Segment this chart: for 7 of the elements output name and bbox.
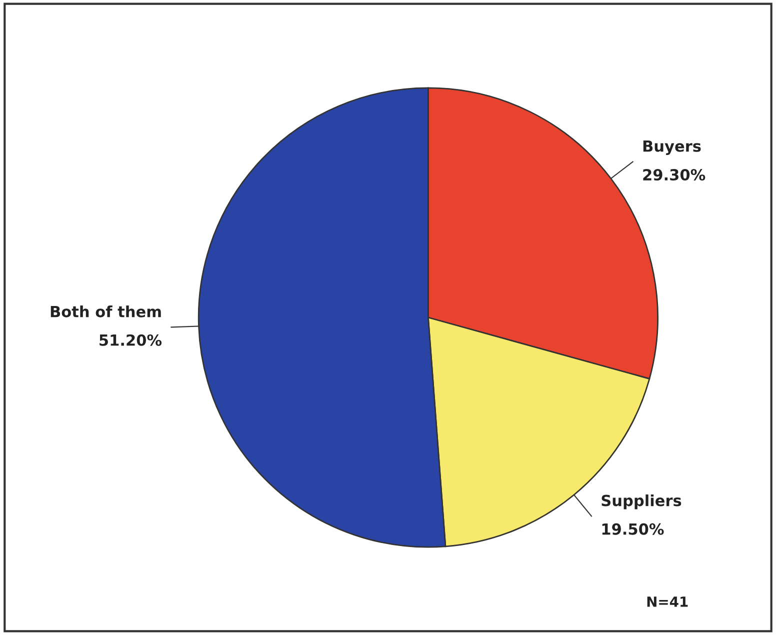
- slice-label: Both of them: [50, 306, 161, 318]
- slice-label: Buyers: [643, 140, 701, 155]
- data-label: 51.20%: [100, 334, 162, 346]
- slice-label: Suppliers: [602, 494, 682, 510]
- data-label: 29.30%: [643, 168, 706, 181]
- data-label: 19.50%: [602, 523, 664, 535]
- text: N=41: [647, 596, 688, 607]
